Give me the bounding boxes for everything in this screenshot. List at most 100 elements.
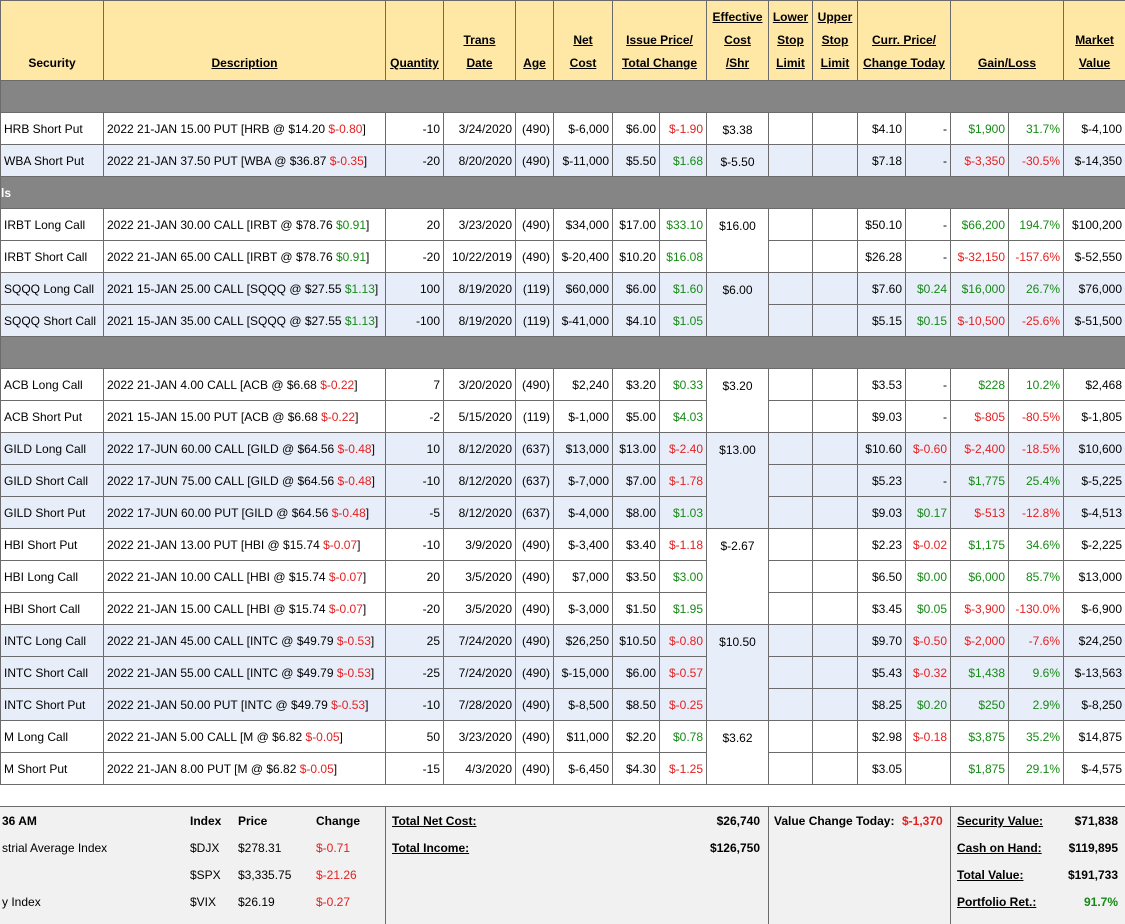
description-part: 2022 21-JAN 13.00 PUT [HBI @ $15.74: [107, 537, 324, 552]
trans-date: 7/24/2020: [443, 656, 516, 689]
header-line: Limit: [820, 56, 850, 70]
description-part: ]: [354, 377, 358, 392]
net-cost: $-8,500: [553, 688, 613, 721]
lower-stop: [768, 208, 813, 241]
summary-value: $71,838: [1074, 814, 1118, 828]
description-part: $-0.05: [305, 729, 340, 744]
divider: [385, 807, 386, 924]
issue-price: $10.50: [612, 624, 660, 657]
gain-loss-pct: 26.7%: [1008, 272, 1065, 305]
curr-price: $9.03: [857, 496, 906, 529]
quantity: -10: [385, 464, 444, 497]
position-row: IRBT Long Call 2022 21-JAN 30.00 CALL [IR…: [0, 208, 1125, 273]
description: 2022 21-JAN 5.00 CALL [M @ $6.82 $-0.05]: [103, 720, 386, 753]
description: 2022 21-JAN 4.00 CALL [ACB @ $6.68 $-0.2…: [103, 368, 386, 401]
age: (490): [515, 624, 554, 657]
quantity: -20: [385, 592, 444, 625]
header-line: Security: [28, 56, 76, 70]
curr-price: $8.25: [857, 688, 906, 721]
market-cell: $SPX: [190, 868, 221, 882]
description-part: ]: [362, 601, 367, 616]
gain-loss-pct: 85.7%: [1008, 560, 1065, 593]
market-value: $-2,225: [1063, 528, 1125, 561]
total-change: $4.03: [659, 400, 707, 433]
description: 2022 17-JUN 75.00 CALL [GILD @ $64.56 $-…: [103, 464, 386, 497]
issue-price: $3.20: [612, 368, 660, 401]
position-row: ACB Long Call 2022 21-JAN 4.00 CALL [ACB …: [0, 368, 1125, 433]
description-part: $-0.07: [328, 601, 363, 616]
upper-stop: [812, 496, 858, 529]
market-value: $100,200: [1063, 208, 1125, 241]
position-row: IRBT Short Call 2022 21-JAN 65.00 CALL [I…: [0, 240, 1125, 273]
issue-price: $6.00: [612, 656, 660, 689]
net-cost: $13,000: [553, 432, 613, 465]
description: 2022 21-JAN 8.00 PUT [M @ $6.82 $-0.05]: [103, 752, 386, 785]
security: GILD Short Put: [0, 496, 104, 529]
lower-stop: [768, 688, 813, 721]
header-line: Curr. Price/: [871, 33, 937, 47]
total-change: $-0.25: [659, 688, 707, 721]
net-cost: $-15,000: [553, 656, 613, 689]
market-cell: $-0.27: [316, 895, 351, 909]
upper-stop: [812, 400, 858, 433]
age: (490): [515, 688, 554, 721]
market-value: $-52,550: [1063, 240, 1125, 273]
position-row: SQQQ Long Call 2021 15-JAN 25.00 CALL [SQ…: [0, 272, 1125, 337]
description-part: 2022 21-JAN 45.00 CALL [INTC @ $49.79: [107, 633, 337, 648]
gain-loss: $6,000: [950, 560, 1010, 593]
change-today: -: [904, 240, 952, 273]
curr-price: $2.23: [857, 528, 906, 561]
market-value: $24,250: [1063, 624, 1125, 657]
description: 2022 21-JAN 15.00 CALL [HBI @ $15.74 $-0…: [103, 592, 386, 625]
description: 2022 17-JUN 60.00 PUT [GILD @ $64.56 $-0…: [103, 496, 386, 529]
description-part: $-0.22: [321, 409, 356, 424]
curr-price: $10.60: [857, 432, 906, 465]
description-part: 2022 21-JAN 65.00 CALL [IRBT @ $78.76: [107, 249, 336, 264]
upper-stop: [812, 208, 858, 241]
divider: [950, 807, 951, 924]
lower-stop: [768, 368, 813, 401]
description-part: $1.13: [344, 281, 375, 296]
position-row: ACB Short Put 2021 15-JAN 15.00 PUT [ACB …: [0, 400, 1125, 433]
lower-stop: [768, 304, 813, 337]
quantity: -2: [385, 400, 444, 433]
summary-value: $119,895: [1068, 841, 1118, 855]
curr-price: $9.03: [857, 400, 906, 433]
market-value: $10,600: [1063, 432, 1125, 465]
trans-date: 8/12/2020: [443, 432, 516, 465]
age: (637): [515, 496, 554, 529]
gain-loss: $250: [950, 688, 1010, 721]
curr-price: $3.05: [857, 752, 906, 785]
gain-loss: $1,875: [950, 752, 1010, 785]
position-row: INTC Long Call 2022 21-JAN 45.00 CALL [IN…: [0, 624, 1125, 721]
header-line: Issue Price/: [626, 33, 693, 47]
issue-price: $8.00: [612, 496, 660, 529]
gain-loss: $-3,900: [950, 592, 1010, 625]
total-change: $1.03: [659, 496, 707, 529]
description-part: 2022 17-JUN 60.00 CALL [GILD @ $64.56: [107, 441, 338, 456]
market-value: $-4,513: [1063, 496, 1125, 529]
issue-price: $4.30: [612, 752, 660, 785]
description: 2022 21-JAN 45.00 CALL [INTC @ $49.79 $-…: [103, 624, 386, 657]
upper-stop: [812, 272, 858, 305]
upper-stop: [812, 560, 858, 593]
lower-stop: [768, 112, 813, 145]
description-part: ]: [357, 537, 361, 552]
description-part: ]: [365, 697, 369, 712]
net-cost: $26,250: [553, 624, 613, 657]
net-cost: $-41,000: [553, 304, 613, 337]
trans-date: 3/9/2020: [443, 528, 516, 561]
description-part: 2022 21-JAN 30.00 CALL [IRBT @ $78.76: [107, 217, 336, 232]
trans-date: 3/5/2020: [443, 592, 516, 625]
quantity: 10: [385, 432, 444, 465]
market-value: $-5,225: [1063, 464, 1125, 497]
section-row: ls: [0, 176, 1125, 209]
gain-loss-pct: 10.2%: [1008, 368, 1065, 401]
section-label: [0, 336, 1125, 369]
gain-loss: $16,000: [950, 272, 1010, 305]
upper-stop: [812, 304, 858, 337]
description-part: ]: [374, 313, 379, 328]
description-part: ]: [355, 409, 359, 424]
issue-price: $5.00: [612, 400, 660, 433]
